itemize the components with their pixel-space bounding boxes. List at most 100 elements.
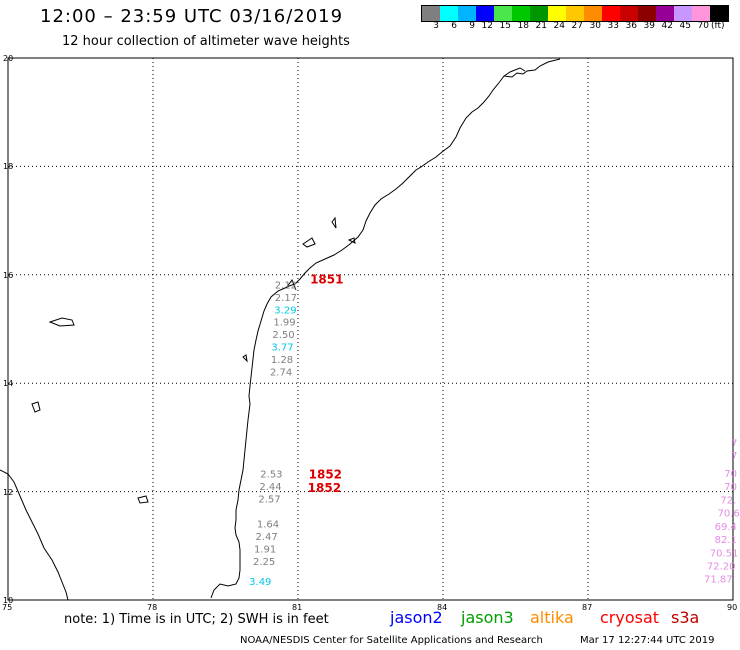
lat-lon-grid [7, 57, 734, 601]
color-scale-labels: 3 6 9 12 15 18 21 24 27 30 33 36 39 42 45 70 (ft) [421, 21, 725, 31]
y-tick-label: 10 [3, 596, 14, 605]
satellite-name: altika [530, 608, 574, 627]
legend-swatch [494, 6, 512, 21]
wave-height-label: 2.17 [275, 293, 297, 304]
legend-swatch [692, 6, 710, 21]
legend-swatch [656, 6, 674, 21]
wave-height-label: 2.12 [275, 280, 297, 291]
lake-6 [137, 495, 149, 504]
x-tick-label: 78 [147, 603, 158, 612]
legend-swatch [476, 6, 494, 21]
y-tick-label: 18 [3, 162, 14, 172]
legend-label: 12 [481, 21, 493, 31]
wave-height-label: 1.91 [254, 544, 276, 555]
lake-5 [31, 401, 41, 413]
y-tick-label: 20 [3, 54, 14, 63]
legend-swatch [638, 6, 656, 21]
map-title: 12:00 – 23:59 UTC 03/16/2019 [40, 6, 344, 27]
credit-line: NOAA/NESDIS Center for Satellite Applica… [240, 635, 543, 646]
legend-label: 42 [661, 21, 673, 31]
footer-note: note: 1) Time is in UTC; 2) SWH is in fe… [64, 612, 329, 627]
map-frame [7, 57, 734, 601]
wave-height-label: 1.28 [271, 355, 293, 366]
legend-label: 3 [433, 21, 439, 31]
lake-2 [302, 237, 316, 248]
edge-wave-height-label: 82.1 [715, 535, 737, 546]
legend-label: 6 [451, 21, 457, 31]
legend-unit: (ft) [711, 21, 725, 31]
satellite-name: s3a [671, 608, 700, 627]
x-tick-label: 75 [2, 603, 13, 612]
wave-height-observations: 2.12 2.173.29 1.992.50 3.771.28 2.74 2.532.44… [249, 280, 297, 587]
legend-swatch [458, 6, 476, 21]
wave-height-label: 2.25 [253, 557, 275, 568]
legend-label: 15 [499, 21, 511, 31]
legend-label: 70 [697, 21, 709, 31]
wave-height-label: 1.64 [257, 519, 279, 530]
lake-4 [48, 317, 75, 327]
edge-wave-height-label: 70 [724, 469, 737, 480]
legend-label: 30 [589, 21, 601, 31]
coastline [0, 58, 561, 601]
satellite-name: jason2 [390, 608, 443, 627]
wave-height-label: 2.74 [270, 368, 292, 379]
legend-label: 39 [643, 21, 655, 31]
y-tick-label: 14 [3, 379, 14, 389]
edge-wave-height-label: 70.6 [718, 509, 740, 520]
legend-swatch [512, 6, 530, 21]
sri-lanka-island [0, 469, 69, 601]
x-tick-label: 81 [292, 603, 303, 612]
wave-height-label: 1.99 [273, 318, 295, 329]
color-scale-legend [421, 5, 729, 22]
x-tick-label: 87 [582, 603, 593, 612]
legend-swatch [548, 6, 566, 21]
edge-wave-height-label: 70.51 [710, 549, 739, 560]
wave-height-label: 2.44 [259, 482, 281, 493]
wave-height-label: 2.47 [255, 532, 277, 543]
y-tick-label: 12 [3, 487, 14, 497]
wave-height-label: 3.29 [274, 305, 296, 316]
legend-label: 33 [607, 21, 619, 31]
lake-1 [331, 216, 337, 229]
legend-swatch [440, 6, 458, 21]
lake-7 [242, 354, 248, 363]
river-delta-mark [285, 278, 297, 291]
satellite-name: cryosat [600, 608, 660, 627]
legend-swatch [422, 6, 440, 21]
pass-time-label: 1852 [309, 468, 342, 482]
pass-time-label: 1852 [308, 481, 341, 495]
bay-coast-detail [503, 67, 526, 77]
legend-label: 9 [469, 21, 475, 31]
pass-time-label: 1851 [310, 272, 343, 286]
legend-label: 36 [625, 21, 637, 31]
x-tick-label: 90 [727, 603, 738, 612]
x-tick-label: 84 [437, 603, 448, 612]
legend-swatch [674, 6, 692, 21]
wave-height-label: 2.57 [258, 494, 280, 505]
legend-swatch [566, 6, 584, 21]
legend-swatch [584, 6, 602, 21]
legend-swatch [710, 6, 728, 21]
edge-wave-height-label: 72.20 [707, 562, 736, 573]
lake-3 [347, 237, 356, 244]
wave-height-label: 2.50 [272, 330, 294, 341]
legend-label: 45 [679, 21, 691, 31]
satellite-name: jason3 [461, 608, 514, 627]
edge-wave-height-label: 7 [731, 451, 737, 462]
edge-wave-height-label: 69.4 [715, 522, 737, 533]
edge-wave-height-label: 71.87 [704, 575, 733, 586]
edge-wave-height-label: 7 [731, 439, 737, 450]
wave-height-label: 2.53 [260, 470, 282, 481]
legend-label: 21 [535, 21, 547, 31]
edge-wave-height-label: 70 [724, 482, 737, 493]
y-tick-label: 16 [3, 270, 14, 280]
legend-label: 18 [517, 21, 529, 31]
india-east-coast [210, 58, 561, 599]
wave-height-label: 3.49 [249, 577, 271, 588]
legend-label: 24 [553, 21, 565, 31]
legend-label: 27 [571, 21, 583, 31]
wave-height-label: 3.77 [271, 343, 293, 354]
